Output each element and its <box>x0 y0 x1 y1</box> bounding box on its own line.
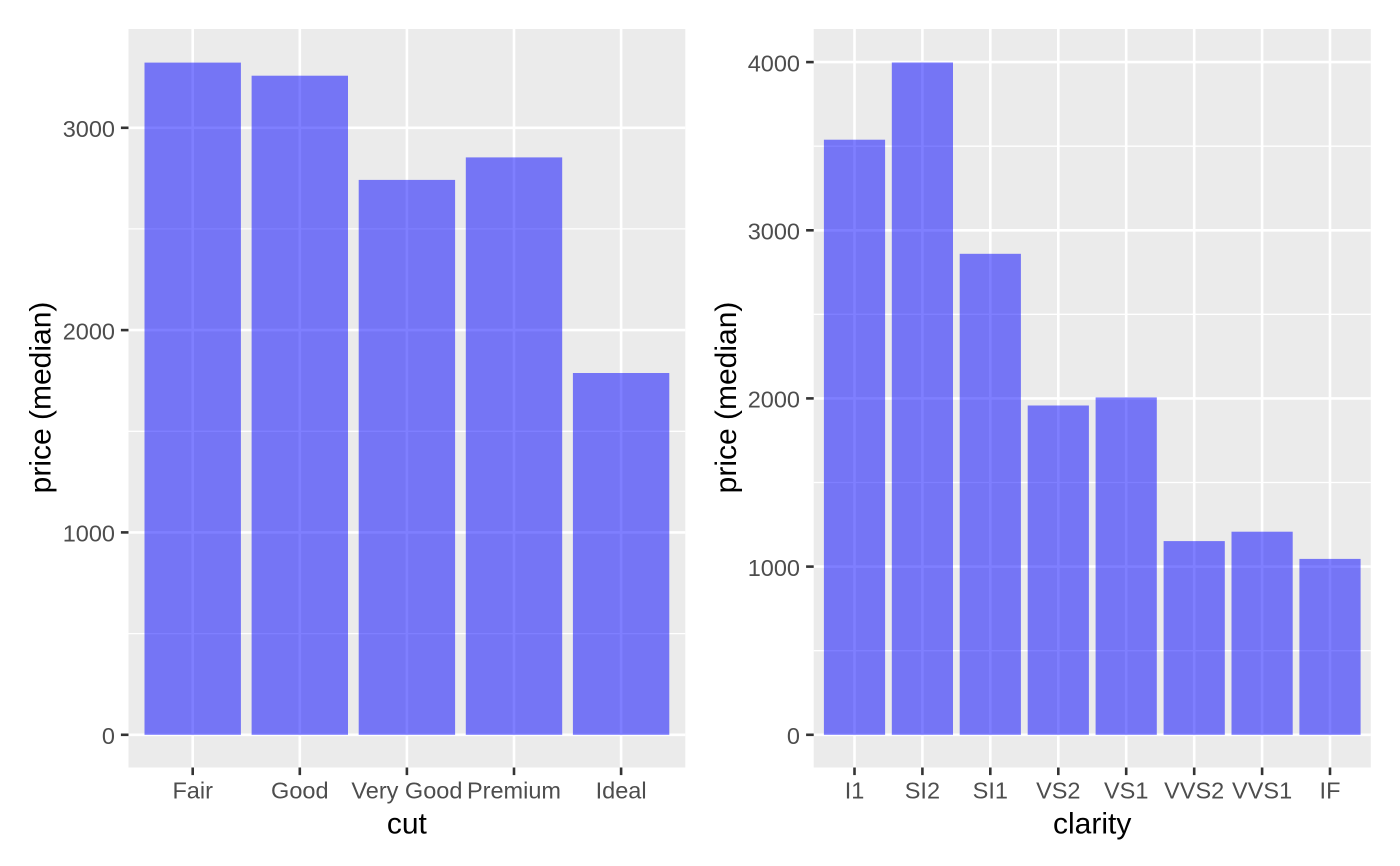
svg-text:4000: 4000 <box>748 50 800 76</box>
svg-text:Very Good: Very Good <box>351 778 462 804</box>
svg-text:price (median): price (median) <box>25 302 58 494</box>
svg-text:VVS1: VVS1 <box>1232 778 1292 804</box>
svg-text:clarity: clarity <box>1053 808 1131 841</box>
svg-text:IF: IF <box>1320 778 1341 804</box>
svg-text:1000: 1000 <box>748 555 800 581</box>
svg-text:VVS2: VVS2 <box>1164 778 1224 804</box>
svg-text:1000: 1000 <box>63 521 115 547</box>
svg-text:cut: cut <box>387 808 428 841</box>
svg-text:2000: 2000 <box>63 318 115 344</box>
svg-text:SI2: SI2 <box>905 778 940 804</box>
svg-text:SI1: SI1 <box>973 778 1008 804</box>
svg-text:Good: Good <box>271 778 329 804</box>
svg-text:2000: 2000 <box>748 387 800 413</box>
svg-text:VS2: VS2 <box>1036 778 1080 804</box>
svg-text:3000: 3000 <box>748 219 800 245</box>
svg-text:Ideal: Ideal <box>596 778 647 804</box>
svg-text:Premium: Premium <box>467 778 561 804</box>
svg-text:VS1: VS1 <box>1104 778 1148 804</box>
svg-text:price (median): price (median) <box>710 302 743 494</box>
svg-text:Fair: Fair <box>172 778 213 804</box>
svg-text:3000: 3000 <box>63 116 115 142</box>
svg-text:0: 0 <box>787 723 800 749</box>
svg-text:I1: I1 <box>845 778 865 804</box>
svg-text:0: 0 <box>102 723 115 749</box>
